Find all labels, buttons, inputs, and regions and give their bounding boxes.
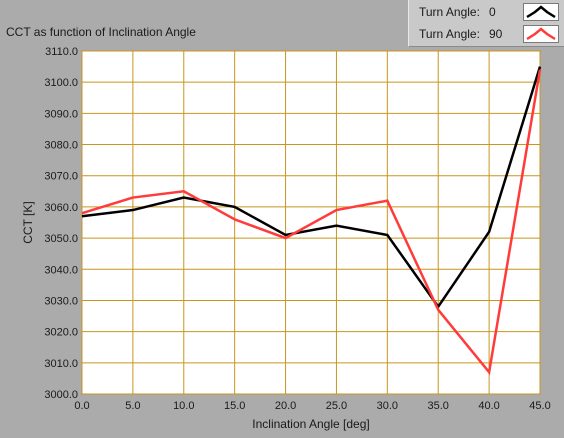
x-tick-label: 30.0 [377, 400, 398, 412]
y-tick-label: 3060.0 [44, 202, 78, 214]
y-tick-label: 3070.0 [44, 171, 78, 183]
legend-label: Turn Angle: [419, 5, 480, 19]
legend-swatch-black[interactable] [523, 3, 559, 21]
y-axis-ticks: 3000.0 3010.0 3020.0 3030.0 3040.0 3050.0 3060… [44, 46, 78, 401]
y-tick-label: 3090.0 [44, 108, 78, 120]
legend: Turn Angle: 0 Turn Angle: 90 [408, 0, 564, 47]
y-tick-label: 3110.0 [45, 46, 78, 58]
x-tick-label: 40.0 [478, 400, 499, 412]
legend-swatch-red[interactable] [523, 25, 559, 43]
x-axis-ticks: 0.0 5.0 10.0 15.0 20.0 25.0 30.0 35.0 40.0 45.0 [74, 400, 550, 412]
legend-label: Turn Angle: [419, 27, 480, 41]
y-tick-label: 3030.0 [44, 295, 78, 307]
y-tick-label: 3010.0 [44, 358, 78, 370]
x-tick-label: 20.0 [275, 400, 296, 412]
legend-item-1: Turn Angle: 90 [409, 23, 564, 45]
legend-item-0: Turn Angle: 0 [409, 1, 564, 23]
legend-line-icon [526, 27, 556, 41]
x-tick-label: 5.0 [125, 400, 140, 412]
y-tick-label: 3080.0 [44, 140, 78, 152]
series-line-90 [81, 69, 542, 376]
x-tick-label: 35.0 [428, 400, 449, 412]
grid-lines [81, 50, 541, 395]
legend-line-icon [526, 5, 556, 19]
y-tick-label: 3000.0 [44, 389, 78, 401]
x-tick-label: 0.0 [74, 400, 89, 412]
plot-area [81, 50, 541, 395]
x-tick-label: 10.0 [173, 400, 194, 412]
chart-title: CCT as function of Inclination Angle [6, 25, 196, 39]
legend-value: 0 [489, 5, 496, 19]
x-tick-label: 45.0 [529, 400, 550, 412]
y-tick-label: 3050.0 [44, 233, 78, 245]
y-tick-label: 3040.0 [44, 264, 78, 276]
y-tick-label: 3020.0 [44, 327, 78, 339]
x-axis-label: Inclination Angle [deg] [252, 417, 369, 431]
series-line-0 [81, 66, 542, 309]
legend-value: 90 [489, 27, 503, 41]
y-tick-label: 3100.0 [44, 77, 78, 89]
x-tick-label: 25.0 [326, 400, 347, 412]
y-axis-label: CCT [K] [21, 201, 35, 243]
series-lines [81, 66, 542, 376]
x-tick-label: 15.0 [224, 400, 245, 412]
